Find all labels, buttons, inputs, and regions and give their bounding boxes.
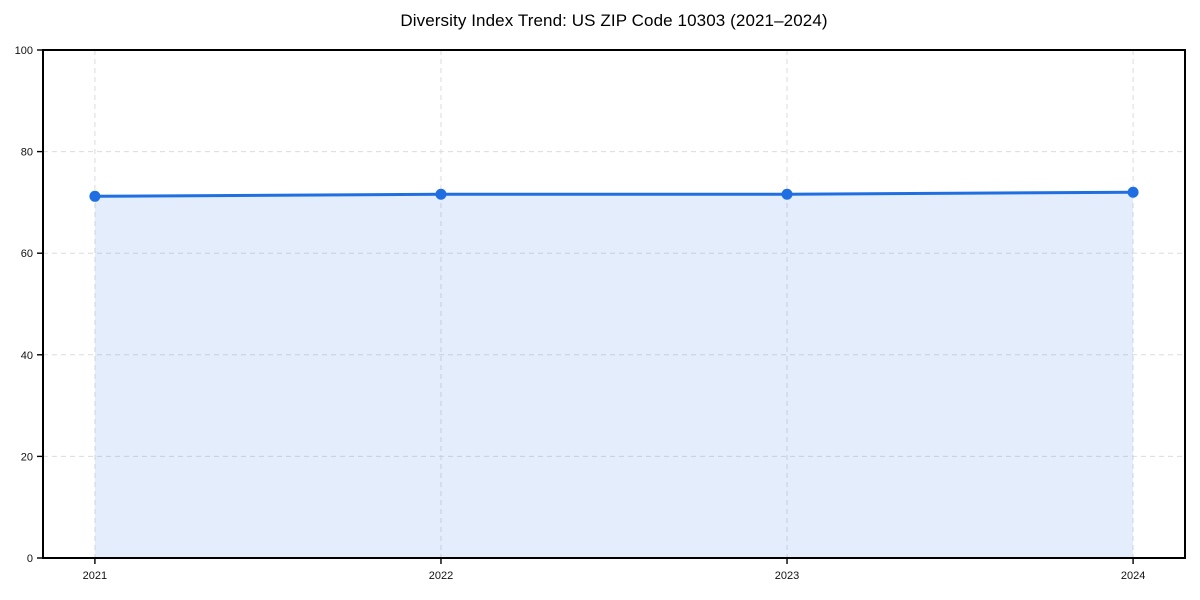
x-tick-label: 2023 [775, 570, 799, 582]
plot-spines [42, 49, 1186, 559]
data-point [781, 188, 793, 200]
x-tick-label: 2021 [83, 570, 107, 582]
y-tick-label: 20 [21, 451, 33, 463]
data-point [435, 188, 447, 200]
y-tick-label: 40 [21, 350, 33, 362]
y-tick-label: 60 [21, 248, 33, 260]
trend-line [93, 190, 1135, 198]
area-fill [94, 192, 1134, 559]
x-tick-label: 2024 [1121, 570, 1145, 582]
data-point [1127, 186, 1139, 198]
data-point [89, 190, 101, 202]
y-tick-label: 100 [15, 45, 33, 57]
chart-title: Diversity Index Trend: US ZIP Code 10303… [400, 11, 828, 30]
y-tick-label: 80 [21, 147, 33, 159]
y-tick-label: 0 [27, 553, 33, 565]
x-tick-label: 2022 [429, 570, 453, 582]
